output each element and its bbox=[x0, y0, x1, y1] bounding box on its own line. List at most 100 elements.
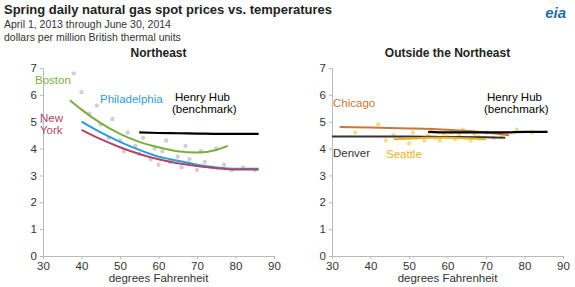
tick-label: 3 bbox=[320, 170, 326, 182]
tick-label: 5 bbox=[31, 116, 37, 128]
subtitle: April 1, 2013 through June 30, 2014 bbox=[4, 18, 171, 30]
tick-label: 4 bbox=[31, 143, 38, 155]
series-label: NewYork bbox=[40, 112, 64, 136]
tick-mark bbox=[329, 229, 332, 230]
series-line bbox=[428, 131, 547, 134]
tick-mark bbox=[329, 256, 332, 257]
point bbox=[422, 138, 426, 142]
point bbox=[407, 141, 411, 145]
tick-mark bbox=[197, 256, 198, 259]
tick-label: 40 bbox=[76, 260, 89, 272]
tick: 30 bbox=[37, 256, 50, 272]
tick-mark bbox=[159, 256, 160, 259]
tick: 90 bbox=[557, 256, 570, 272]
point bbox=[110, 117, 114, 121]
logo: eia bbox=[545, 4, 566, 21]
tick-mark bbox=[329, 122, 332, 123]
tick-label: 6 bbox=[31, 89, 37, 101]
point bbox=[438, 138, 442, 142]
point bbox=[183, 144, 187, 148]
tick: 4 bbox=[31, 143, 43, 155]
tick: 7 bbox=[31, 62, 43, 74]
tick-label: 50 bbox=[403, 260, 416, 272]
tick-label: 0 bbox=[31, 250, 37, 262]
panel: Outside the Northeast 30 40 50 60 70 80 90 0 1 2 3 4… bbox=[320, 46, 570, 284]
point bbox=[222, 162, 226, 166]
series-label: Seattle bbox=[386, 148, 422, 160]
tick: 1 bbox=[320, 223, 332, 235]
panel: Northeast3040506070809001234567degrees F… bbox=[31, 46, 281, 284]
point bbox=[79, 90, 83, 94]
series-line bbox=[82, 130, 259, 170]
point bbox=[72, 71, 76, 75]
tick-mark bbox=[40, 256, 43, 257]
tick-label: 60 bbox=[442, 260, 455, 272]
panel-title: Outside the Northeast bbox=[385, 46, 510, 60]
tick: 80 bbox=[230, 256, 243, 272]
tick-label: 1 bbox=[31, 223, 37, 235]
tick-mark bbox=[40, 202, 43, 203]
tick-mark bbox=[448, 256, 449, 259]
tick-label: 5 bbox=[320, 116, 326, 128]
tick: 1 bbox=[31, 223, 43, 235]
series-line bbox=[82, 122, 259, 169]
point bbox=[187, 157, 191, 161]
point bbox=[195, 168, 199, 172]
tick: 50 bbox=[114, 256, 127, 272]
tick-mark bbox=[329, 95, 332, 96]
axis-line bbox=[44, 257, 275, 260]
point bbox=[411, 130, 415, 134]
tick: 70 bbox=[480, 256, 493, 272]
tick: 90 bbox=[268, 256, 281, 272]
tick: 7 bbox=[320, 62, 332, 74]
point bbox=[376, 122, 380, 126]
point bbox=[141, 136, 145, 140]
axis-line bbox=[333, 257, 564, 260]
tick: 30 bbox=[326, 256, 339, 272]
tick-label: 0 bbox=[320, 250, 326, 262]
series-line bbox=[394, 138, 486, 139]
tick: 60 bbox=[153, 256, 166, 272]
tick-label: 70 bbox=[191, 260, 204, 272]
x-axis: 30 40 50 60 70 80 90 bbox=[37, 256, 281, 272]
point bbox=[353, 130, 357, 134]
tick-label: 7 bbox=[31, 62, 37, 74]
chart-root: Spring daily natural gas spot prices vs.… bbox=[0, 0, 575, 287]
tick-mark bbox=[563, 256, 564, 259]
point bbox=[176, 154, 180, 158]
series-label: Chicago bbox=[333, 97, 375, 109]
tick: 50 bbox=[403, 256, 416, 272]
tick-label: 50 bbox=[114, 260, 127, 272]
axis-line bbox=[329, 69, 333, 257]
point bbox=[95, 103, 99, 107]
tick-label: 4 bbox=[320, 143, 327, 155]
tick-label: 70 bbox=[480, 260, 493, 272]
tick: 6 bbox=[320, 89, 332, 101]
series-label: Henry Hub(benchmark) bbox=[484, 91, 549, 115]
point bbox=[203, 160, 207, 164]
point bbox=[156, 162, 160, 166]
title: Spring daily natural gas spot prices vs.… bbox=[4, 2, 332, 17]
tick: 40 bbox=[76, 256, 89, 272]
tick-mark bbox=[120, 256, 121, 259]
tick: 3 bbox=[31, 170, 43, 182]
tick: 0 bbox=[320, 250, 332, 262]
tick-mark bbox=[329, 149, 332, 150]
tick-label: 40 bbox=[365, 260, 378, 272]
series-label: Philadelphia bbox=[100, 93, 163, 105]
tick-label: 90 bbox=[557, 260, 570, 272]
tick-label: 30 bbox=[37, 260, 50, 272]
axis-line bbox=[40, 69, 44, 257]
tick-mark bbox=[40, 175, 43, 176]
units: dollars per million British thermal unit… bbox=[4, 31, 181, 43]
series-line bbox=[139, 132, 258, 133]
tick: 2 bbox=[320, 196, 332, 208]
x-axis-title: degrees Fahrenheit bbox=[398, 272, 499, 284]
series-label: Denver bbox=[333, 147, 370, 159]
tick: 4 bbox=[320, 143, 332, 155]
plot-area bbox=[70, 71, 259, 172]
tick-label: 7 bbox=[320, 62, 326, 74]
tick-mark bbox=[40, 68, 43, 69]
tick: 80 bbox=[519, 256, 532, 272]
tick: 70 bbox=[191, 256, 204, 272]
